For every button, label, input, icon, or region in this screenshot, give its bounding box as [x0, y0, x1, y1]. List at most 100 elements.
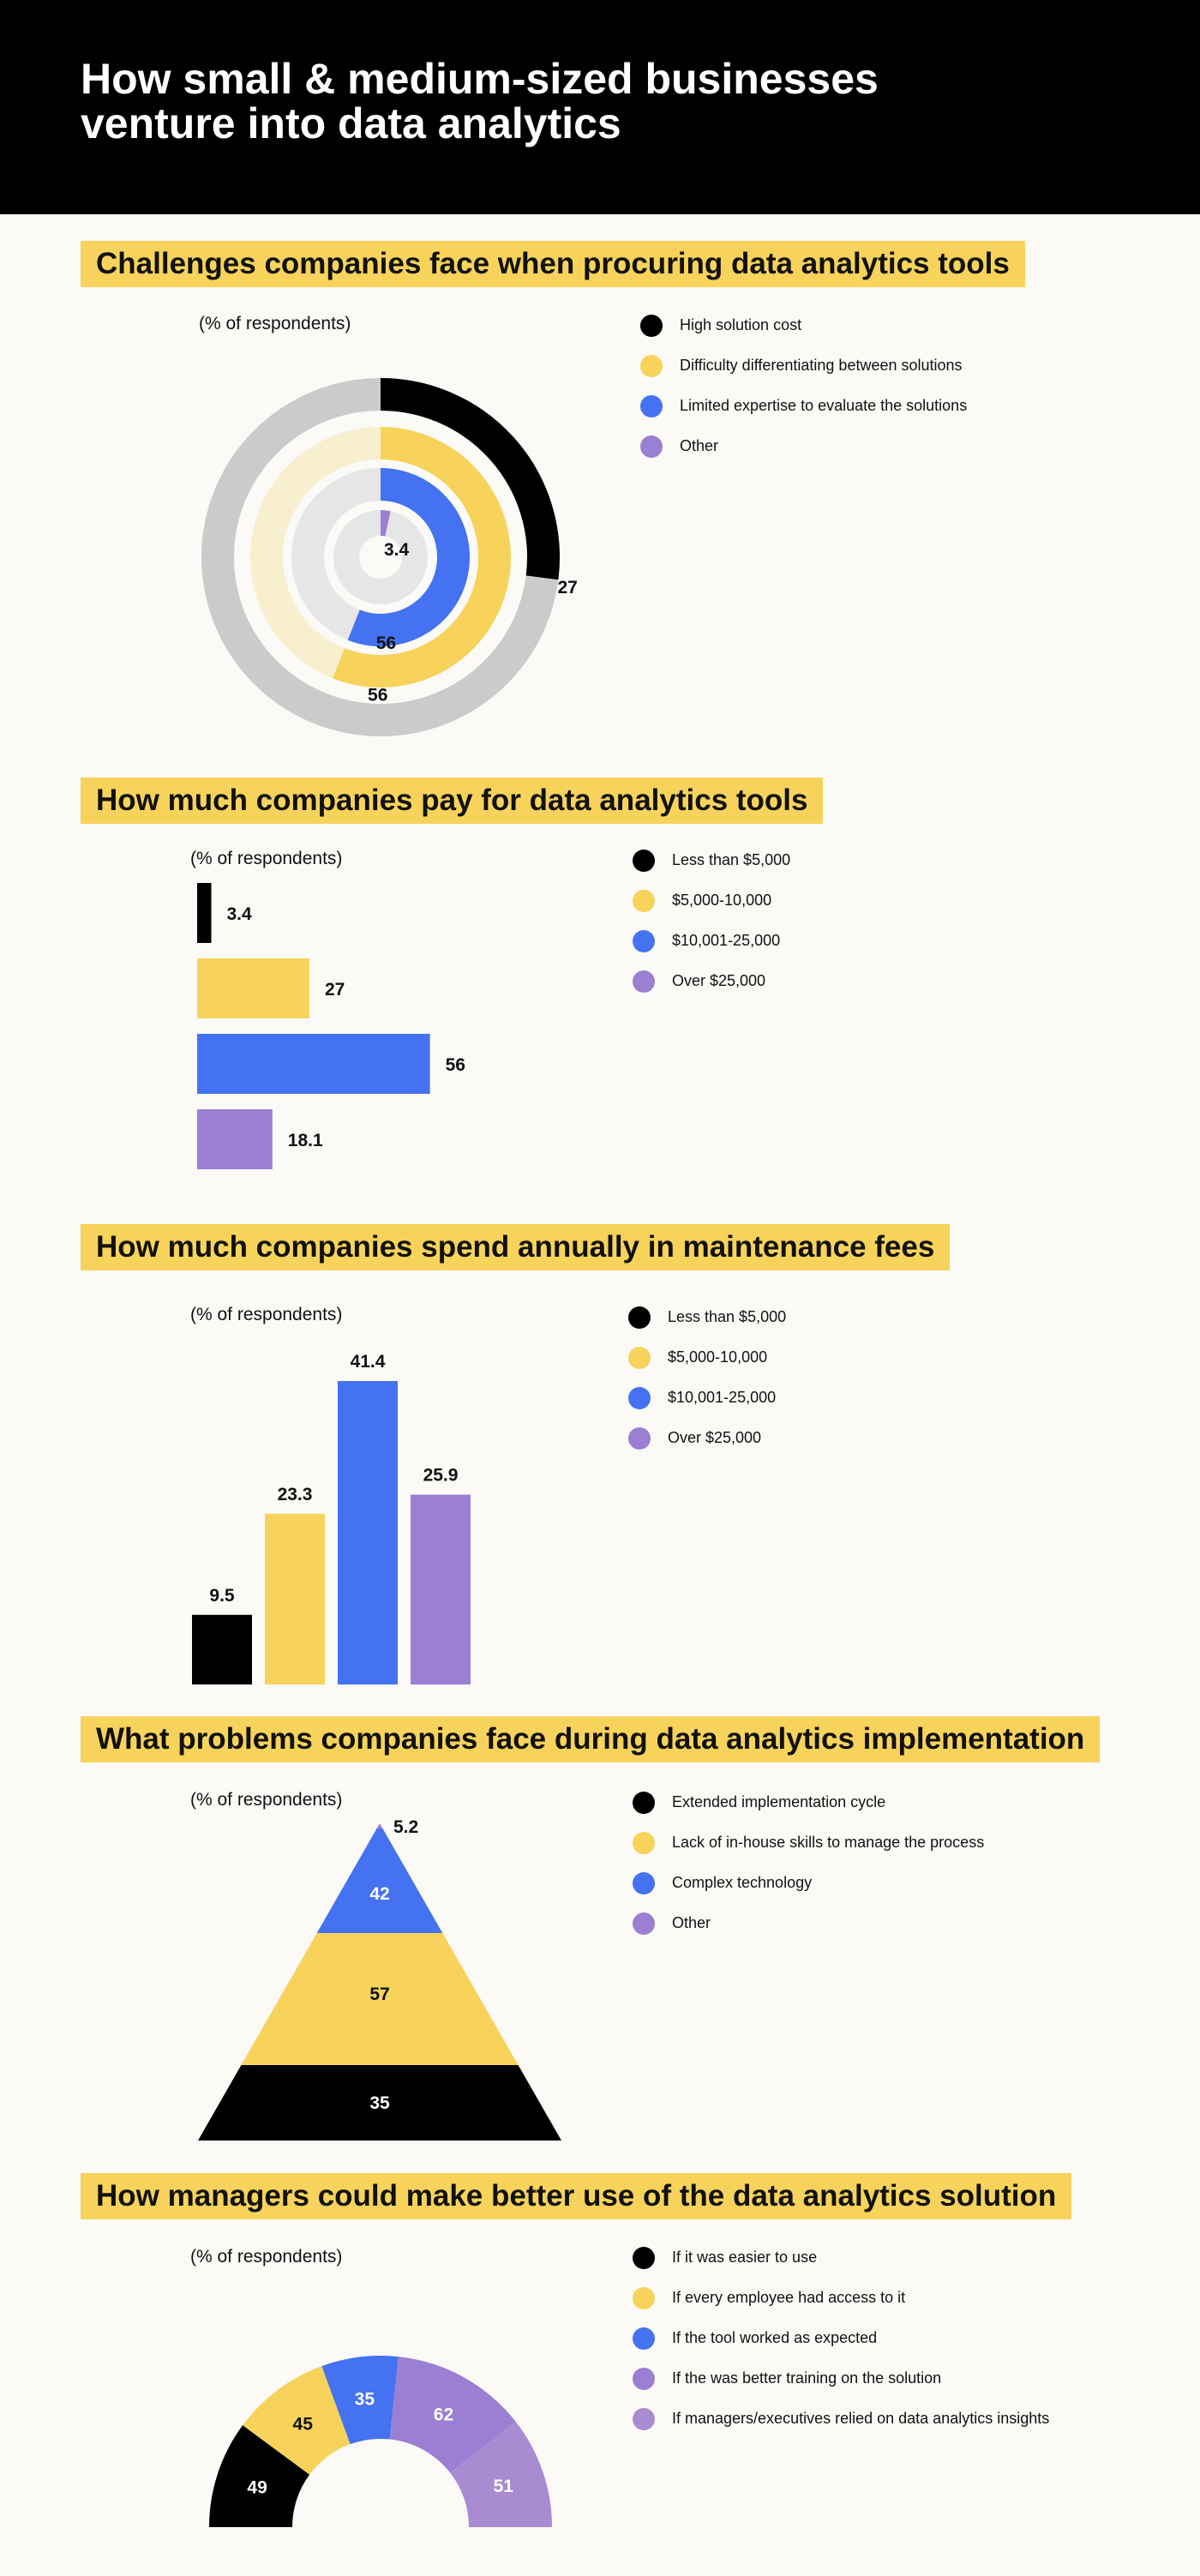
legend-item: $5,000-10,000 [628, 1337, 786, 1378]
value-label: 35 [369, 2093, 390, 2113]
value-label: 3.4 [226, 904, 252, 924]
legend-label: Difficulty differentiating between solut… [680, 357, 963, 374]
legend-label: Over $25,000 [668, 1429, 762, 1446]
value-label: 23.3 [278, 1485, 313, 1504]
section-2-note: (% of respondents) [190, 849, 343, 868]
value-label: 18.1 [288, 1131, 323, 1150]
legend-item: Lack of in-house skills to manage the pr… [633, 1822, 984, 1863]
value-label: 57 [369, 1985, 389, 2004]
chart-4-legend: Extended implementation cycle Lack of in-… [633, 1782, 984, 1943]
legend-swatch [633, 929, 655, 952]
section-2-title: How much companies pay for data analytic… [81, 778, 824, 824]
value-label: 27 [558, 578, 578, 597]
page-title: How small & medium-sized businesses vent… [81, 55, 879, 147]
value-label: 27 [325, 980, 345, 1000]
pyramid-band [198, 2065, 561, 2141]
legend-swatch [633, 2407, 655, 2430]
legend-label: Other [680, 437, 719, 454]
legend-item: Less than $5,000 [628, 1297, 786, 1337]
section-3-title: How much companies spend annually in mai… [81, 1224, 951, 1270]
legend-swatch [640, 354, 663, 377]
legend-item: Complex technology [633, 1863, 984, 1903]
chart-5-semidonut: 49 45 35 62 51 [209, 2356, 552, 2527]
legend-item: $5,000-10,000 [633, 880, 790, 921]
bar [197, 1109, 273, 1169]
donut-segment [243, 2366, 351, 2475]
donut-segment [209, 2425, 310, 2527]
bar [197, 883, 212, 943]
legend-swatch [633, 2286, 655, 2309]
value-label: 56 [368, 686, 387, 706]
pyramid-band [316, 1828, 443, 1933]
legend-item: If managers/executives relied on data an… [633, 2399, 1049, 2439]
ring-bar [380, 378, 560, 580]
value-label: 41.4 [351, 1352, 386, 1372]
donut-segment [389, 2357, 516, 2473]
ring-bar [333, 427, 511, 688]
legend-swatch [633, 2367, 655, 2390]
legend-label: $5,000-10,000 [668, 1348, 768, 1366]
chart-3-legend: Less than $5,000 $5,000-10,000 $10,001-25,… [628, 1297, 786, 1458]
value-label: 56 [376, 633, 396, 653]
legend-swatch [628, 1386, 651, 1409]
legend-label: Lack of in-house skills to manage the pr… [672, 1834, 985, 1851]
ring-bar [347, 468, 470, 646]
legend-swatch [633, 2327, 655, 2350]
legend-item: High solution cost [640, 305, 967, 345]
bar [411, 1494, 471, 1684]
legend-label: $10,001-25,000 [668, 1389, 777, 1406]
section-1-title: Challenges companies face when procuring… [81, 241, 1025, 287]
value-label: 25.9 [423, 1466, 459, 1486]
legend-label: Less than $5,000 [668, 1308, 787, 1325]
legend-swatch [628, 1306, 651, 1329]
ring-bar [380, 510, 391, 537]
value-label: 49 [247, 2478, 267, 2498]
value-label: 42 [369, 1884, 389, 1904]
legend-swatch [628, 1426, 651, 1450]
chart-2-legend: Less than $5,000 $5,000-10,000 $10,001-25,… [633, 840, 790, 1001]
legend-swatch [633, 970, 655, 993]
legend-label: Extended implementation cycle [672, 1793, 886, 1810]
chart-5-legend: If it was easier to use If every employee… [633, 2237, 1049, 2439]
legend-label: Complex technology [672, 1874, 813, 1891]
value-label: 9.5 [209, 1586, 235, 1606]
section-4-note: (% of respondents) [190, 1790, 343, 1810]
legend-label: Less than $5,000 [672, 851, 791, 868]
chart-4-pyramid: 35 57 42 5.2 [198, 1817, 561, 2141]
pyramid-band [376, 1823, 383, 1828]
legend-label: If managers/executives relied on data an… [672, 2410, 1050, 2427]
section-4-title: What problems companies face during data… [81, 1716, 1101, 1762]
legend-item: If it was easier to use [633, 2237, 1049, 2278]
legend-swatch [633, 1912, 655, 1935]
section-5-note: (% of respondents) [190, 2247, 343, 2267]
legend-label: High solution cost [680, 316, 802, 333]
legend-swatch [633, 2246, 655, 2269]
legend-item: If every employee had access to it [633, 2278, 1049, 2318]
legend-item: If the tool worked as expected [633, 2318, 1049, 2358]
bar [197, 958, 309, 1018]
legend-item: $10,001-25,000 [633, 921, 790, 961]
legend-swatch [640, 394, 663, 417]
donut-segment [321, 2356, 399, 2445]
legend-swatch [640, 435, 663, 458]
chart-3-vbar: 9.5 23.3 41.4 25.9 [192, 1352, 471, 1684]
legend-item: Over $25,000 [633, 961, 790, 1001]
legend-swatch [633, 849, 655, 872]
legend-label: $5,000-10,000 [672, 892, 772, 909]
value-label: 45 [293, 2415, 314, 2435]
legend-item: Limited expertise to evaluate the soluti… [640, 386, 967, 426]
value-label: 5.2 [393, 1817, 418, 1837]
pyramid-band [241, 1933, 519, 2065]
value-label: 56 [446, 1055, 465, 1075]
legend-item: Difficulty differentiating between solut… [640, 345, 967, 386]
legend-swatch [628, 1346, 651, 1369]
legend-label: $10,001-25,000 [672, 932, 781, 949]
section-1-note: (% of respondents) [199, 314, 351, 333]
value-label: 62 [434, 2405, 453, 2425]
legend-label: If every employee had access to it [672, 2289, 906, 2306]
legend-item: $10,001-25,000 [628, 1378, 786, 1418]
legend-item: If the was better training on the soluti… [633, 2358, 1049, 2399]
bar [197, 1034, 430, 1094]
legend-label: Limited expertise to evaluate the soluti… [680, 397, 968, 414]
legend-item: Other [640, 426, 967, 466]
